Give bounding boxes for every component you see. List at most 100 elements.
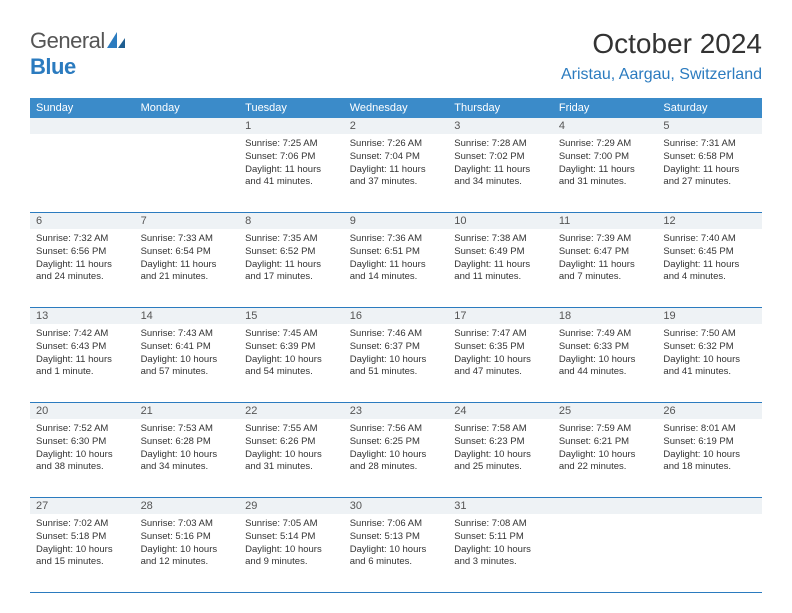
day-body: Sunrise: 7:05 AMSunset: 5:14 PMDaylight:…: [243, 516, 340, 569]
day-number: [30, 118, 135, 134]
daylight-text: Daylight: 11 hours and 24 minutes.: [36, 259, 129, 285]
day-body: Sunrise: 7:58 AMSunset: 6:23 PMDaylight:…: [452, 421, 549, 474]
day-number: 16: [344, 308, 449, 324]
day-body: Sunrise: 7:32 AMSunset: 6:56 PMDaylight:…: [34, 231, 131, 284]
sunset-text: Sunset: 6:43 PM: [36, 341, 129, 354]
sunrise-text: Sunrise: 7:28 AM: [454, 138, 547, 151]
day-number: 8: [239, 213, 344, 229]
day-cell: Sunrise: 7:33 AMSunset: 6:54 PMDaylight:…: [135, 229, 240, 307]
day-body: Sunrise: 7:49 AMSunset: 6:33 PMDaylight:…: [557, 326, 654, 379]
daynum-row: 20212223242526: [30, 403, 762, 419]
sunrise-text: Sunrise: 7:55 AM: [245, 423, 338, 436]
day-body: Sunrise: 7:35 AMSunset: 6:52 PMDaylight:…: [243, 231, 340, 284]
logo: GeneralBlue: [30, 28, 125, 80]
day-number: 10: [448, 213, 553, 229]
sunrise-text: Sunrise: 7:52 AM: [36, 423, 129, 436]
sunset-text: Sunset: 6:58 PM: [663, 151, 756, 164]
sunrise-text: Sunrise: 7:05 AM: [245, 518, 338, 531]
weekday-label: Saturday: [657, 98, 762, 118]
day-body: Sunrise: 7:42 AMSunset: 6:43 PMDaylight:…: [34, 326, 131, 379]
day-cell: Sunrise: 7:31 AMSunset: 6:58 PMDaylight:…: [657, 134, 762, 212]
day-cell: Sunrise: 7:46 AMSunset: 6:37 PMDaylight:…: [344, 324, 449, 402]
sunrise-text: Sunrise: 7:56 AM: [350, 423, 443, 436]
logo-word1: General: [30, 28, 105, 53]
day-number: 21: [135, 403, 240, 419]
day-number: 27: [30, 498, 135, 514]
day-body: Sunrise: 7:33 AMSunset: 6:54 PMDaylight:…: [139, 231, 236, 284]
daylight-text: Daylight: 11 hours and 11 minutes.: [454, 259, 547, 285]
sunrise-text: Sunrise: 7:58 AM: [454, 423, 547, 436]
day-cell: Sunrise: 7:52 AMSunset: 6:30 PMDaylight:…: [30, 419, 135, 497]
day-cell: Sunrise: 7:08 AMSunset: 5:11 PMDaylight:…: [448, 514, 553, 592]
sunrise-text: Sunrise: 7:03 AM: [141, 518, 234, 531]
daylight-text: Daylight: 10 hours and 57 minutes.: [141, 354, 234, 380]
day-number: 7: [135, 213, 240, 229]
day-number: 1: [239, 118, 344, 134]
day-body: Sunrise: 7:06 AMSunset: 5:13 PMDaylight:…: [348, 516, 445, 569]
sunset-text: Sunset: 6:19 PM: [663, 436, 756, 449]
sunrise-text: Sunrise: 7:43 AM: [141, 328, 234, 341]
sunset-text: Sunset: 6:51 PM: [350, 246, 443, 259]
sunset-text: Sunset: 6:39 PM: [245, 341, 338, 354]
sunset-text: Sunset: 6:33 PM: [559, 341, 652, 354]
sunset-text: Sunset: 5:16 PM: [141, 531, 234, 544]
day-number: 31: [448, 498, 553, 514]
logo-text: GeneralBlue: [30, 28, 125, 80]
day-cell: Sunrise: 7:32 AMSunset: 6:56 PMDaylight:…: [30, 229, 135, 307]
sunset-text: Sunset: 6:30 PM: [36, 436, 129, 449]
sunset-text: Sunset: 5:13 PM: [350, 531, 443, 544]
sunrise-text: Sunrise: 7:45 AM: [245, 328, 338, 341]
sunset-text: Sunset: 6:35 PM: [454, 341, 547, 354]
weekday-label: Tuesday: [239, 98, 344, 118]
sunset-text: Sunset: 7:00 PM: [559, 151, 652, 164]
day-body: Sunrise: 7:26 AMSunset: 7:04 PMDaylight:…: [348, 136, 445, 189]
daylight-text: Daylight: 10 hours and 51 minutes.: [350, 354, 443, 380]
day-cell: Sunrise: 7:53 AMSunset: 6:28 PMDaylight:…: [135, 419, 240, 497]
empty-cell: [135, 134, 240, 212]
empty-cell: [657, 514, 762, 592]
day-cell: Sunrise: 7:58 AMSunset: 6:23 PMDaylight:…: [448, 419, 553, 497]
day-number: 25: [553, 403, 658, 419]
daylight-text: Daylight: 11 hours and 7 minutes.: [559, 259, 652, 285]
day-cell: Sunrise: 7:47 AMSunset: 6:35 PMDaylight:…: [448, 324, 553, 402]
daylight-text: Daylight: 11 hours and 14 minutes.: [350, 259, 443, 285]
daylight-text: Daylight: 11 hours and 1 minute.: [36, 354, 129, 380]
day-body: Sunrise: 7:47 AMSunset: 6:35 PMDaylight:…: [452, 326, 549, 379]
day-cell: Sunrise: 8:01 AMSunset: 6:19 PMDaylight:…: [657, 419, 762, 497]
day-cell: Sunrise: 7:38 AMSunset: 6:49 PMDaylight:…: [448, 229, 553, 307]
sunrise-text: Sunrise: 7:53 AM: [141, 423, 234, 436]
day-cell: Sunrise: 7:45 AMSunset: 6:39 PMDaylight:…: [239, 324, 344, 402]
day-cell: Sunrise: 7:49 AMSunset: 6:33 PMDaylight:…: [553, 324, 658, 402]
day-body: Sunrise: 7:56 AMSunset: 6:25 PMDaylight:…: [348, 421, 445, 474]
sunrise-text: Sunrise: 7:39 AM: [559, 233, 652, 246]
day-body: Sunrise: 7:03 AMSunset: 5:16 PMDaylight:…: [139, 516, 236, 569]
weeks-container: 12345Sunrise: 7:25 AMSunset: 7:06 PMDayl…: [30, 118, 762, 593]
daylight-text: Daylight: 10 hours and 18 minutes.: [663, 449, 756, 475]
sunrise-text: Sunrise: 7:47 AM: [454, 328, 547, 341]
daylight-text: Daylight: 10 hours and 22 minutes.: [559, 449, 652, 475]
sunrise-text: Sunrise: 7:59 AM: [559, 423, 652, 436]
page: GeneralBlue October 2024 Aristau, Aargau…: [0, 0, 792, 613]
header: GeneralBlue October 2024 Aristau, Aargau…: [30, 28, 762, 84]
daylight-text: Daylight: 10 hours and 31 minutes.: [245, 449, 338, 475]
sunset-text: Sunset: 6:41 PM: [141, 341, 234, 354]
month-title: October 2024: [561, 28, 762, 60]
weekday-label: Monday: [135, 98, 240, 118]
sunset-text: Sunset: 6:28 PM: [141, 436, 234, 449]
daylight-text: Daylight: 10 hours and 44 minutes.: [559, 354, 652, 380]
day-number: 23: [344, 403, 449, 419]
day-number: [135, 118, 240, 134]
daylight-text: Daylight: 10 hours and 9 minutes.: [245, 544, 338, 570]
sunrise-text: Sunrise: 8:01 AM: [663, 423, 756, 436]
daylight-text: Daylight: 10 hours and 34 minutes.: [141, 449, 234, 475]
day-cell: Sunrise: 7:35 AMSunset: 6:52 PMDaylight:…: [239, 229, 344, 307]
day-number: 20: [30, 403, 135, 419]
daylight-text: Daylight: 10 hours and 15 minutes.: [36, 544, 129, 570]
day-number: 11: [553, 213, 658, 229]
week-row: Sunrise: 7:52 AMSunset: 6:30 PM Daylight:…: [30, 419, 762, 498]
day-number: 9: [344, 213, 449, 229]
logo-sail-icon: [107, 28, 125, 54]
week-row: Sunrise: 7:42 AMSunset: 6:43 PMDaylight:…: [30, 324, 762, 403]
sunset-text: Sunset: 6:26 PM: [245, 436, 338, 449]
sunrise-text: Sunrise: 7:08 AM: [454, 518, 547, 531]
